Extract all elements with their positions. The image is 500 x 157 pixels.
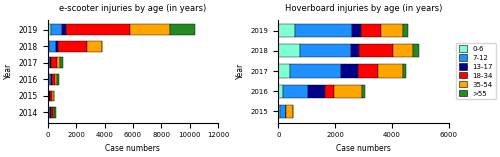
Bar [52,91,54,101]
X-axis label: Case numbers: Case numbers [336,144,391,153]
Bar [66,24,130,35]
Bar [282,85,308,98]
Bar [58,74,59,85]
Bar [308,85,326,98]
Bar [278,44,299,57]
Bar [50,57,51,68]
Bar [341,65,358,78]
Bar [380,24,404,37]
Bar [51,57,57,68]
Bar [278,105,280,118]
Legend: 0-6, 7-12, 13-17, 18-34, 35-54, >55: 0-6, 7-12, 13-17, 18-34, 35-54, >55 [456,43,496,99]
Bar [62,24,66,35]
Bar [54,74,58,85]
Bar [296,24,352,37]
Bar [48,57,50,68]
Bar [49,41,56,51]
Bar [48,24,50,35]
Bar [362,85,365,98]
Bar [50,91,52,101]
Bar [404,24,407,37]
Bar [87,41,102,51]
Bar [278,85,282,98]
Bar [52,74,54,85]
Bar [50,24,62,35]
Title: Hoverboard injuries by age (in years): Hoverboard injuries by age (in years) [285,4,442,13]
Bar [56,41,58,51]
Bar [358,65,378,78]
Bar [351,44,360,57]
Bar [50,107,52,118]
Bar [378,65,404,78]
Bar [290,65,341,78]
Bar [170,24,196,35]
Bar [326,85,334,98]
Y-axis label: Year: Year [236,63,246,79]
Bar [300,44,351,57]
Bar [60,57,63,68]
Bar [48,74,50,85]
Bar [280,105,285,118]
Bar [50,74,51,85]
Bar [394,44,413,57]
Bar [278,65,290,78]
Bar [414,44,419,57]
Bar [58,41,87,51]
Bar [52,107,54,118]
X-axis label: Case numbers: Case numbers [106,144,160,153]
Bar [48,107,50,118]
Bar [360,44,394,57]
Bar [334,85,362,98]
Bar [404,65,406,78]
Bar [56,57,60,68]
Bar [278,24,295,37]
Bar [286,105,292,118]
Bar [361,24,380,37]
Bar [48,41,49,51]
Title: e-scooter injuries by age (in years): e-scooter injuries by age (in years) [60,4,206,13]
Bar [48,91,50,101]
Bar [352,24,361,37]
Bar [54,107,56,118]
Y-axis label: Year: Year [4,63,13,79]
Bar [130,24,170,35]
